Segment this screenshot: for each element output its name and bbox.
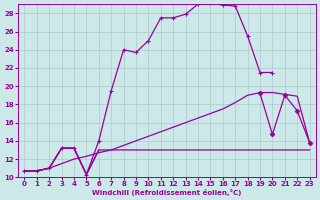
X-axis label: Windchill (Refroidissement éolien,°C): Windchill (Refroidissement éolien,°C): [92, 189, 242, 196]
